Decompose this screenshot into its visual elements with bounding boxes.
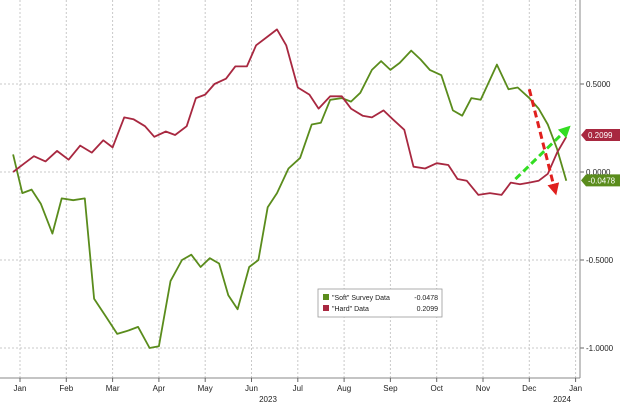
x-tick-label: Jan: [569, 384, 582, 393]
x-tick-label: Feb: [59, 384, 73, 393]
x-year-label: 2023: [259, 395, 277, 404]
badge-value: 0.2099: [588, 131, 613, 140]
x-tick-label: Jul: [293, 384, 303, 393]
legend-box: [317, 288, 443, 318]
x-tick-label: May: [198, 384, 213, 393]
x-tick-label: Sep: [383, 384, 398, 393]
x-year-label: 2024: [553, 395, 571, 404]
y-tick-label: -1.0000: [586, 344, 614, 353]
badge-shape: [581, 129, 620, 142]
series-line-hard: [12, 28, 568, 196]
last-value-badge-hard: 0.2099: [581, 129, 620, 142]
x-tick-label: Oct: [430, 384, 443, 393]
legend-value: 0.2099: [417, 306, 439, 313]
y-tick-label: -0.5000: [586, 256, 614, 265]
legend-swatch: [323, 294, 329, 300]
x-tick-label: Nov: [476, 384, 490, 393]
x-tick-label: Aug: [337, 384, 351, 393]
red-down-arrow: [527, 88, 560, 196]
y-tick-label: 0.0000: [586, 168, 611, 177]
legend-item: "Hard" Data 0.2099: [323, 305, 438, 313]
legend-swatch: [323, 305, 329, 311]
badge-shape: [581, 174, 620, 187]
green-up-arrow: [514, 125, 571, 181]
series-line-soft: [12, 49, 568, 349]
x-tick-label: Mar: [106, 384, 120, 393]
last-value-badge-soft: -0.0478: [581, 174, 620, 187]
legend-value: -0.0478: [414, 295, 438, 302]
legend-label: "Soft" Survey Data: [332, 295, 390, 302]
x-tick-label: Jan: [14, 384, 27, 393]
legend: "Soft" Survey Data -0.0478 "Hard" Data 0.20…: [317, 288, 443, 318]
x-tick-label: Jun: [245, 384, 258, 393]
legend-label: "Hard" Data: [332, 306, 369, 313]
x-tick-label: Dec: [522, 384, 536, 393]
x-tick-label: Apr: [153, 384, 166, 393]
legend-item: "Soft" Survey Data -0.0478: [323, 294, 438, 302]
y-tick-label: 0.5000: [586, 80, 611, 89]
badge-value: -0.0478: [588, 176, 616, 185]
